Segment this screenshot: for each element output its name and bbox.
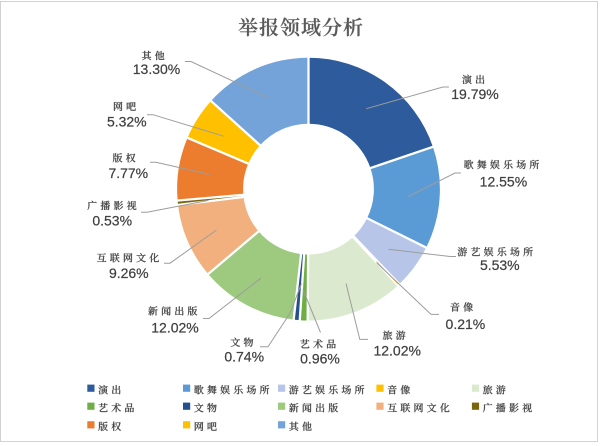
svg-text:0.96%: 0.96% <box>300 351 340 367</box>
svg-text:12.02%: 12.02% <box>151 319 198 335</box>
svg-text:19.79%: 19.79% <box>451 86 498 102</box>
svg-text:0.21%: 0.21% <box>446 316 486 332</box>
svg-text:7.77%: 7.77% <box>108 165 148 181</box>
svg-text:0.74%: 0.74% <box>224 349 264 365</box>
svg-text:9.26%: 9.26% <box>109 265 149 281</box>
svg-text:0.53%: 0.53% <box>92 213 132 229</box>
svg-text:13.30%: 13.30% <box>133 61 180 77</box>
svg-text:12.02%: 12.02% <box>373 343 420 359</box>
svg-text:5.53%: 5.53% <box>480 257 520 273</box>
svg-text:12.55%: 12.55% <box>480 173 527 189</box>
svg-text:5.32%: 5.32% <box>107 114 147 130</box>
